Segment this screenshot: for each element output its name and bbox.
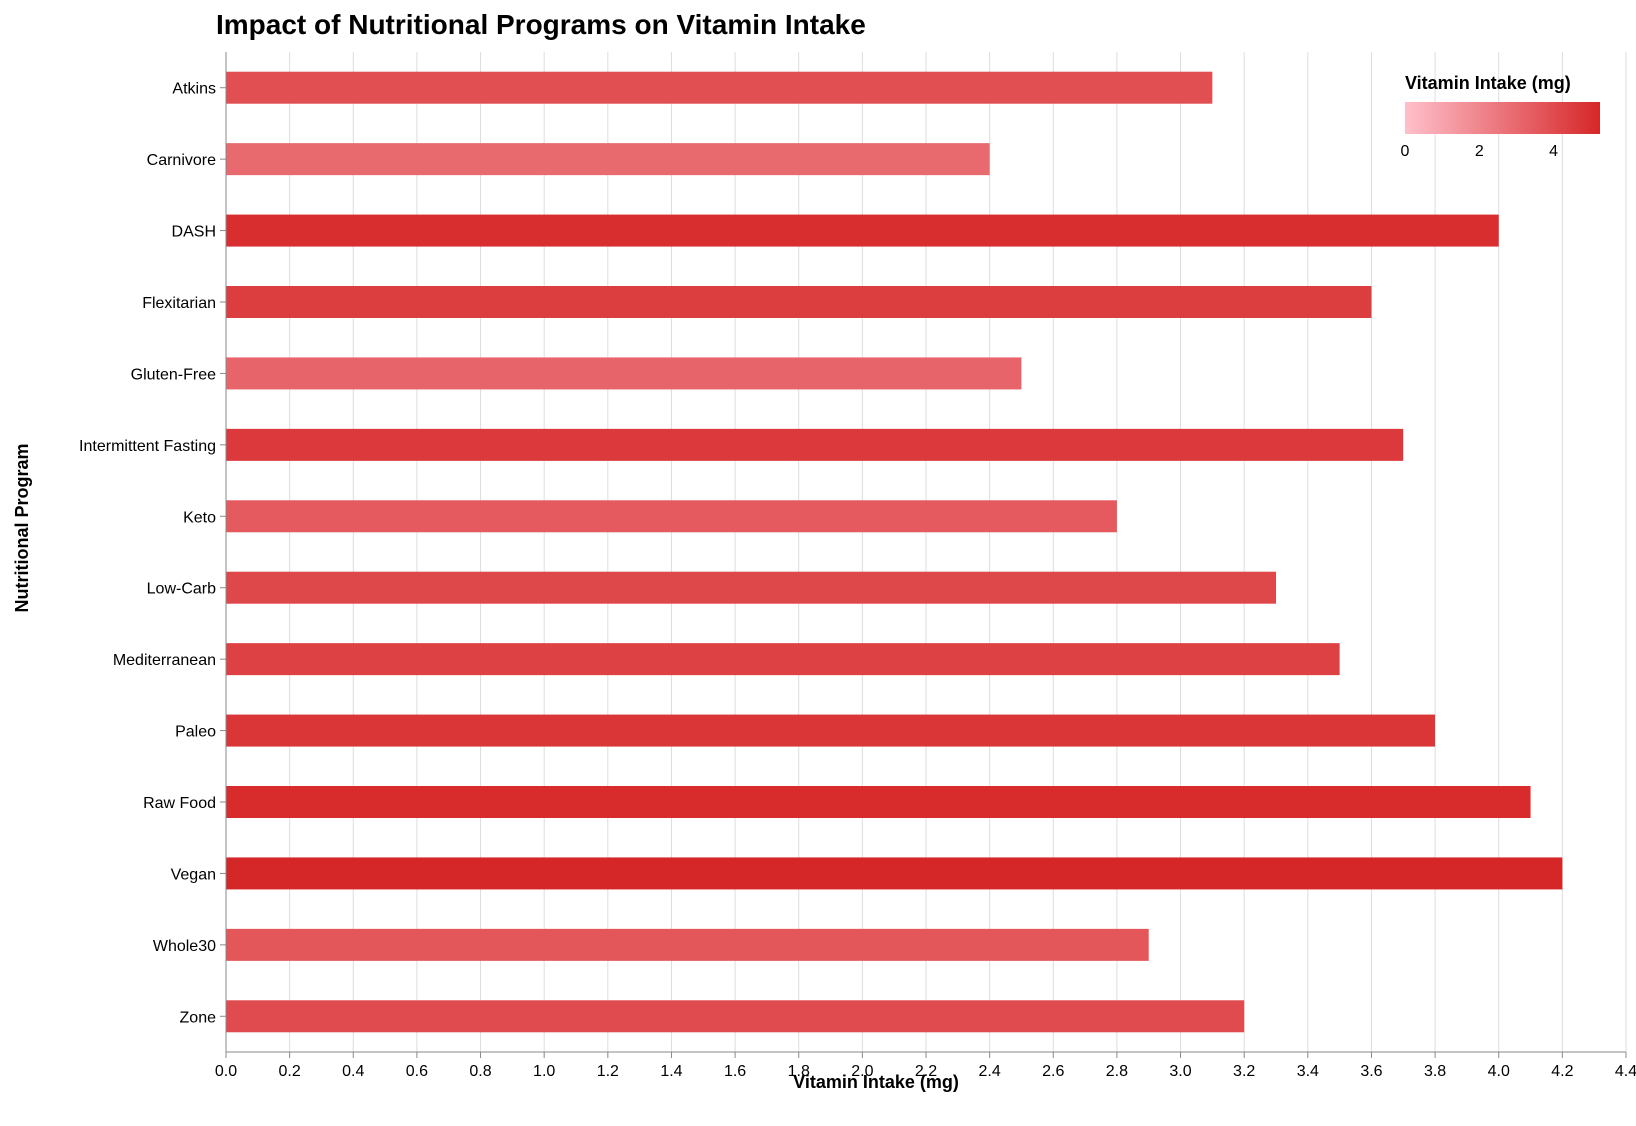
x-axis-title: Vitamin Intake (mg) bbox=[793, 1072, 959, 1092]
x-tick-label: 1.0 bbox=[533, 1063, 555, 1080]
x-tick-label: 0.0 bbox=[215, 1063, 237, 1080]
x-tick-label: 4.2 bbox=[1551, 1063, 1573, 1080]
bar-paleo bbox=[226, 714, 1436, 747]
x-tick-label: 2.4 bbox=[979, 1063, 1001, 1080]
y-tick-label: Intermittent Fasting bbox=[79, 438, 216, 455]
x-tick-label: 0.6 bbox=[406, 1063, 428, 1080]
y-tick-label: Paleo bbox=[175, 724, 216, 741]
bar-whole30 bbox=[226, 928, 1149, 961]
x-tick-label: 0.4 bbox=[342, 1063, 364, 1080]
x-tick-label: 0.2 bbox=[279, 1063, 301, 1080]
chart-title: Impact of Nutritional Programs on Vitami… bbox=[216, 9, 866, 40]
legend-tick-label: 4 bbox=[1549, 143, 1558, 160]
x-tick-label: 3.6 bbox=[1360, 1063, 1382, 1080]
y-tick-label: Carnivore bbox=[147, 152, 216, 169]
bar-zone bbox=[226, 1000, 1245, 1033]
y-tick-label: DASH bbox=[172, 224, 216, 241]
y-tick-label: Flexitarian bbox=[142, 295, 216, 312]
y-tick-label: Low-Carb bbox=[147, 581, 216, 598]
y-tick-label: Zone bbox=[180, 1009, 217, 1026]
color-legend: Vitamin Intake (mg) 0 2 4 bbox=[1401, 73, 1600, 160]
y-tick-label: Raw Food bbox=[143, 795, 216, 812]
x-tick-label: 4.0 bbox=[1488, 1063, 1510, 1080]
bar-vegan bbox=[226, 857, 1563, 890]
x-tick-label: 2.2 bbox=[915, 1063, 937, 1080]
x-tick-label: 2.8 bbox=[1106, 1063, 1128, 1080]
legend-title: Vitamin Intake (mg) bbox=[1405, 73, 1571, 93]
bar-raw-food bbox=[226, 786, 1531, 818]
x-tick-label: 0.8 bbox=[469, 1063, 491, 1080]
x-tick-label: 3.2 bbox=[1233, 1063, 1255, 1080]
y-tick-label: Atkins bbox=[172, 81, 216, 98]
y-axis-title: Nutritional Program bbox=[12, 443, 32, 612]
bar-dash bbox=[226, 214, 1499, 247]
legend-ticks: 0 2 4 bbox=[1401, 143, 1559, 160]
x-tick-label: 1.2 bbox=[597, 1063, 619, 1080]
x-tick-label: 3.8 bbox=[1424, 1063, 1446, 1080]
bar-mediterranean bbox=[226, 643, 1340, 676]
legend-gradient-bar bbox=[1405, 102, 1600, 134]
bar-keto bbox=[226, 500, 1117, 533]
bar-gluten-free bbox=[226, 357, 1022, 390]
legend-tick-label: 0 bbox=[1401, 143, 1410, 160]
gridlines bbox=[225, 52, 1627, 1052]
x-tick-label: 4.4 bbox=[1615, 1063, 1636, 1080]
bars bbox=[226, 71, 1563, 1033]
x-tick-label: 3.4 bbox=[1297, 1063, 1319, 1080]
bar-intermittent-fasting bbox=[226, 428, 1404, 461]
x-tick-label: 1.6 bbox=[724, 1063, 746, 1080]
y-tick-label: Keto bbox=[183, 509, 216, 526]
bar-low-carb bbox=[226, 571, 1276, 604]
bar-carnivore bbox=[226, 143, 990, 176]
x-tick-label: 2.0 bbox=[851, 1063, 873, 1080]
y-tick-label: Gluten-Free bbox=[131, 366, 216, 383]
x-tick-label: 3.0 bbox=[1169, 1063, 1191, 1080]
y-tick-label: Mediterranean bbox=[113, 652, 216, 669]
legend-tick-label: 2 bbox=[1475, 143, 1484, 160]
y-axis: Atkins Carnivore DASH Flexitarian Gluten-Fre… bbox=[79, 52, 227, 1052]
x-axis: 0.0 0.2 0.4 0.6 0.8 1.0 1.2 1.4 1.6 1.8 2.0 2.2 2.4 2… bbox=[215, 1051, 1636, 1080]
bar-flexitarian bbox=[226, 286, 1372, 318]
x-tick-label: 1.4 bbox=[660, 1063, 682, 1080]
y-tick-label: Whole30 bbox=[153, 938, 216, 955]
y-tick-label: Vegan bbox=[171, 866, 216, 883]
x-tick-label: 1.8 bbox=[788, 1063, 810, 1080]
x-tick-label: 2.6 bbox=[1042, 1063, 1064, 1080]
bar-atkins bbox=[226, 71, 1213, 104]
